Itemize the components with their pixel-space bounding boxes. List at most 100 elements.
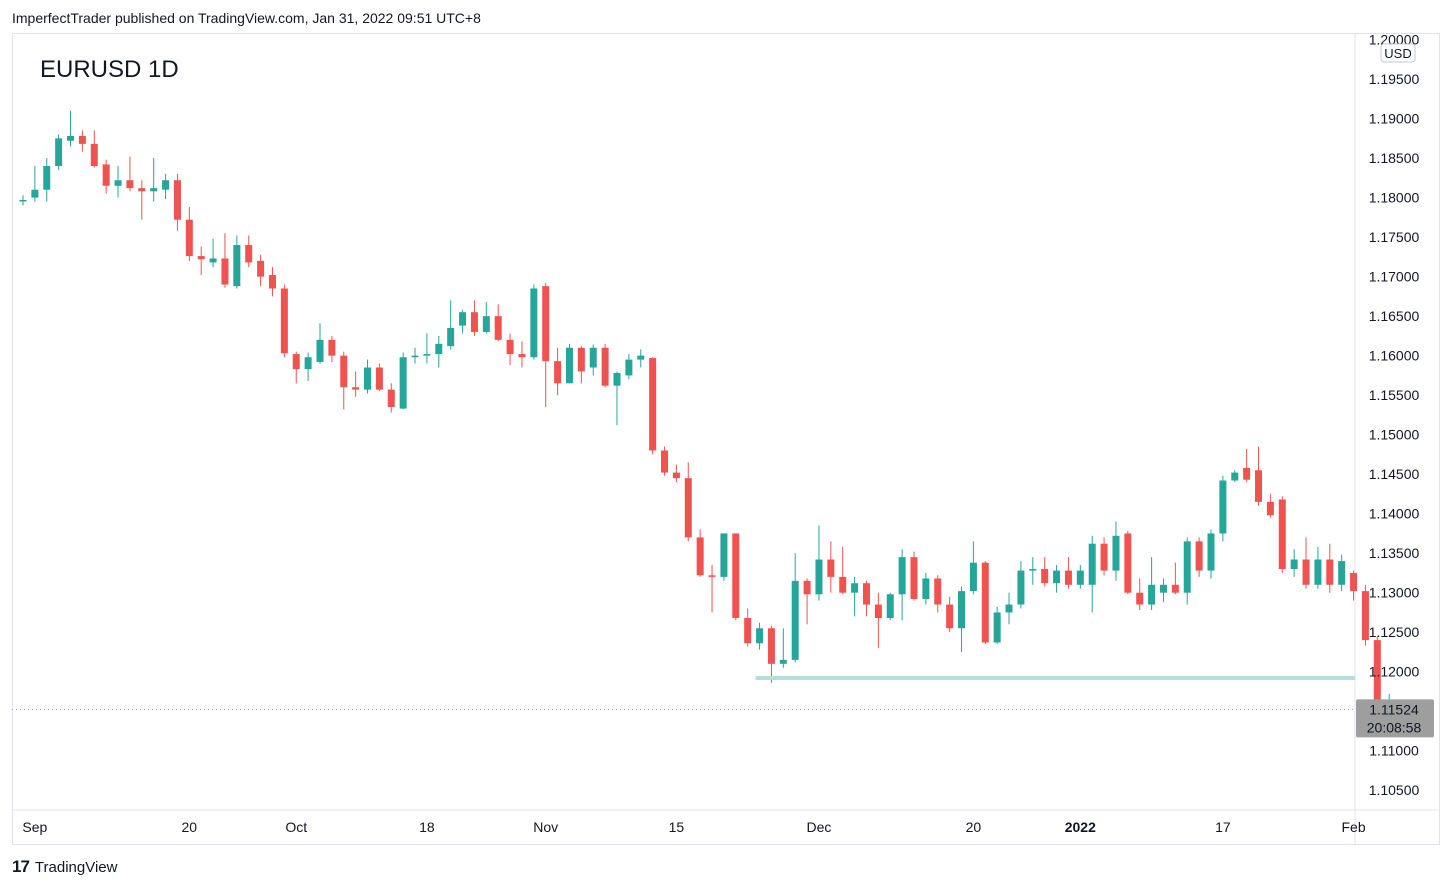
candle	[494, 304, 502, 342]
candle-body	[316, 339, 324, 362]
price-tick-label: 1.15500	[1369, 387, 1420, 403]
candle	[1148, 557, 1156, 611]
candle-body	[494, 316, 502, 340]
candle-body	[435, 343, 443, 355]
candle	[459, 309, 467, 334]
candle	[197, 246, 205, 276]
time-tick-label: 17	[1215, 819, 1231, 835]
candle	[1195, 537, 1203, 577]
chart-title: EURUSD 1D	[40, 56, 179, 83]
candle-body	[898, 557, 906, 595]
candle-body	[1017, 570, 1025, 605]
candle-body	[827, 559, 835, 577]
footer-brand[interactable]: 17 TradingView	[12, 857, 117, 877]
candle-body	[328, 339, 336, 356]
candle	[851, 576, 859, 617]
candle	[637, 349, 645, 368]
time-tick-label: Dec	[807, 819, 832, 835]
candle	[19, 195, 27, 206]
candle	[245, 235, 253, 268]
candle	[1171, 562, 1179, 595]
price-axis[interactable]: 1.200001.195001.190001.185001.180001.175…	[1369, 32, 1420, 799]
candle-body	[482, 316, 490, 332]
candle	[328, 335, 336, 362]
candle-body	[1326, 559, 1334, 585]
price-tick-label: 1.17500	[1369, 229, 1420, 245]
candle	[423, 333, 431, 364]
candle-body	[791, 580, 799, 660]
candle	[993, 606, 1001, 645]
candle-body	[1302, 559, 1310, 585]
candle-body	[1361, 591, 1369, 641]
candle-body	[126, 180, 134, 189]
candle	[708, 565, 716, 613]
chart-frame[interactable]	[12, 33, 1440, 845]
candle	[114, 166, 122, 198]
time-tick-label: 20	[182, 819, 198, 835]
candle-body	[1243, 467, 1251, 480]
price-tick-label: 1.13500	[1369, 545, 1420, 561]
candle-body	[352, 387, 360, 390]
candle-body	[803, 580, 811, 595]
time-axis[interactable]: Sep 20 Oct 18 Nov 15 Dec 20 2022 17 Feb	[22, 819, 1365, 835]
candle-body	[565, 347, 573, 384]
candle-body	[886, 594, 894, 618]
candle-body	[102, 164, 110, 186]
candle	[506, 333, 514, 366]
candle	[542, 282, 550, 408]
price-tick-label: 1.15000	[1369, 427, 1420, 443]
candle-body	[1231, 472, 1239, 481]
candle	[922, 572, 930, 605]
candle	[1029, 557, 1037, 585]
candle	[565, 343, 573, 384]
candle	[577, 346, 585, 384]
candle	[447, 300, 455, 350]
candle-body	[1266, 501, 1274, 516]
candle-body	[958, 591, 966, 629]
candle	[304, 352, 312, 381]
candle	[364, 359, 372, 394]
candle	[162, 173, 170, 200]
candle-body	[732, 533, 740, 618]
candle-body	[411, 355, 419, 358]
candle-body	[1136, 592, 1144, 605]
candle	[387, 383, 395, 413]
candle	[257, 254, 265, 287]
candle	[744, 608, 752, 647]
candle-body	[90, 143, 98, 167]
publish-info: ImperfectTrader published on TradingView…	[12, 10, 481, 26]
price-tick-label: 1.12500	[1369, 624, 1420, 640]
candle	[886, 592, 894, 621]
candle	[661, 446, 669, 476]
candle-body	[1029, 568, 1037, 571]
candle	[815, 525, 823, 601]
candle-body	[364, 367, 372, 390]
price-tick-label: 1.16000	[1369, 348, 1420, 364]
candles-group	[19, 110, 1405, 735]
candle-body	[637, 355, 645, 360]
candle	[411, 347, 419, 364]
candle-body	[185, 219, 193, 257]
candle-body	[78, 135, 86, 144]
candle-body	[862, 583, 870, 605]
candle-body	[1005, 604, 1013, 613]
candle	[791, 553, 799, 663]
candle-body	[447, 327, 455, 347]
candle-body	[1290, 559, 1298, 569]
candle-body	[1314, 559, 1322, 585]
candle-body	[839, 576, 847, 593]
candle	[1183, 537, 1191, 605]
candle	[672, 464, 680, 483]
candle	[874, 592, 882, 649]
candle	[1231, 470, 1239, 483]
candle	[1243, 448, 1251, 483]
candle	[316, 323, 324, 364]
candle	[268, 267, 276, 297]
candle	[649, 357, 657, 455]
candle-body	[399, 357, 407, 409]
candle	[1159, 578, 1167, 603]
candle-body	[934, 578, 942, 605]
price-tick-label: 1.17000	[1369, 269, 1420, 285]
candle-body	[1219, 480, 1227, 534]
